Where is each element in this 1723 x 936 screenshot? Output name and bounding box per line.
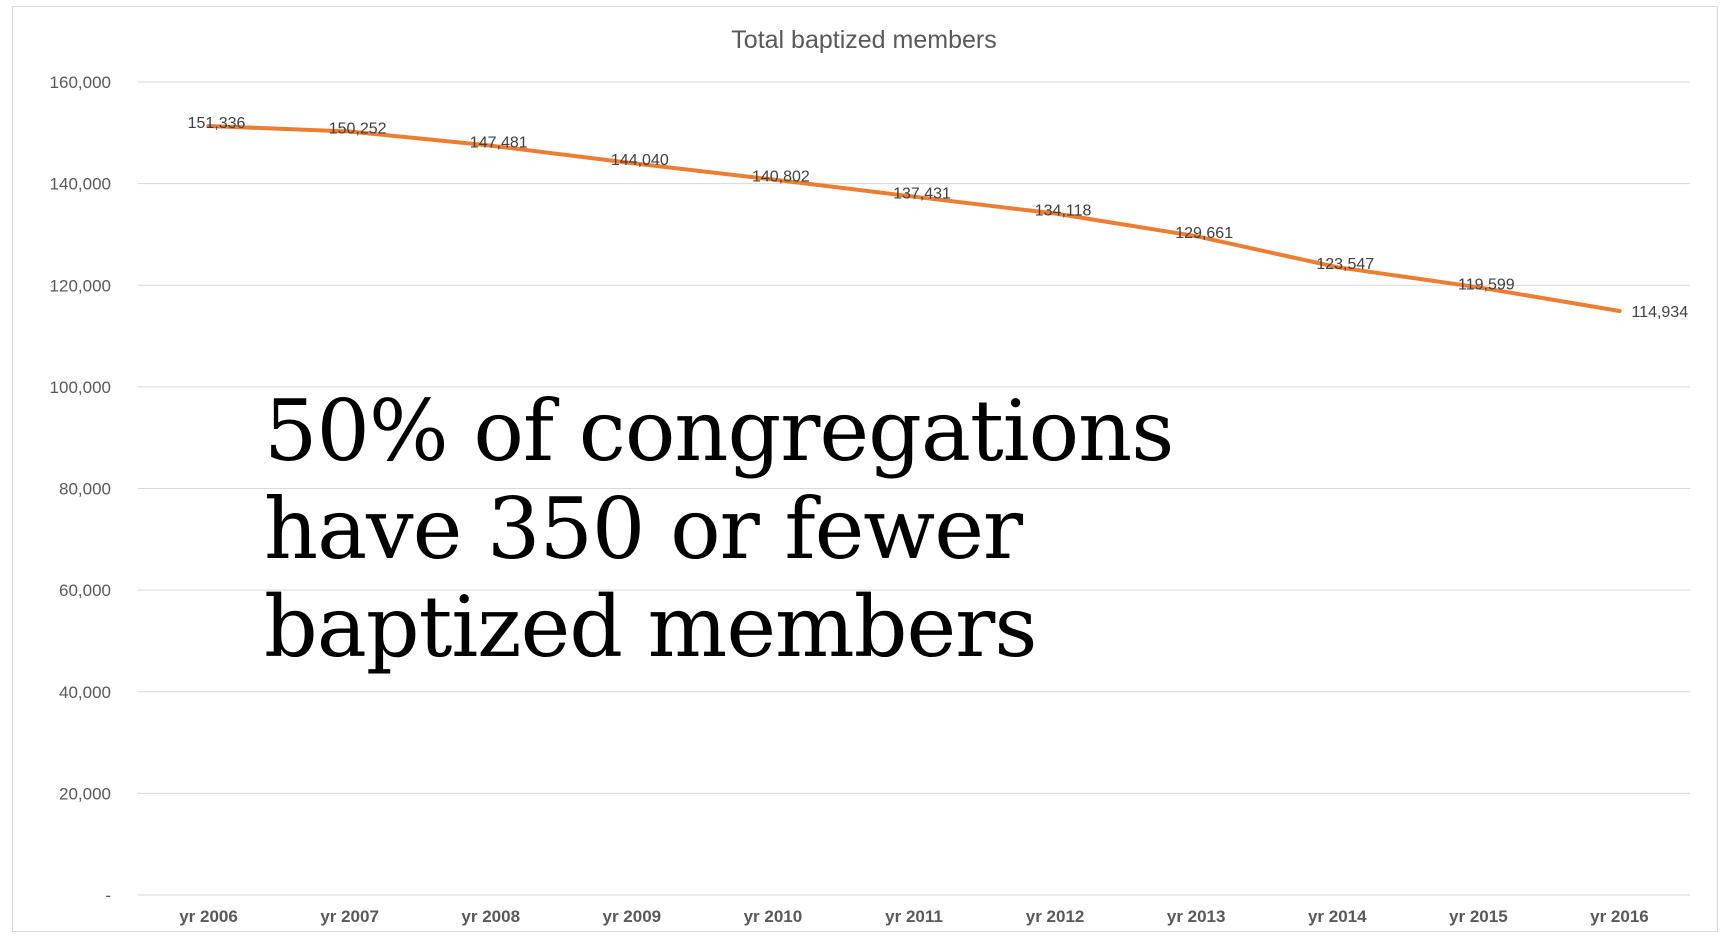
y-tick-label: - bbox=[105, 886, 111, 905]
x-axis-tick-labels: yr 2006 yr 2007 yr 2008 yr 2009 yr 2010 yr 20… bbox=[179, 907, 1649, 926]
x-tick-label: yr 2015 bbox=[1449, 907, 1508, 926]
data-point bbox=[629, 161, 634, 166]
y-tick-label: 40,000 bbox=[59, 683, 111, 702]
x-tick-label: yr 2012 bbox=[1026, 907, 1085, 926]
data-label: 150,252 bbox=[329, 121, 387, 138]
data-label: 123,547 bbox=[1316, 256, 1374, 273]
x-tick-label: yr 2007 bbox=[320, 907, 379, 926]
data-point bbox=[1335, 265, 1340, 270]
data-point bbox=[1617, 308, 1622, 313]
y-tick-label: 120,000 bbox=[50, 276, 111, 295]
chart-frame bbox=[12, 6, 1718, 932]
x-tick-label: yr 2009 bbox=[603, 907, 662, 926]
x-tick-label: yr 2014 bbox=[1308, 907, 1367, 926]
data-point bbox=[488, 143, 493, 148]
data-point bbox=[347, 129, 352, 134]
x-tick-label: yr 2013 bbox=[1167, 907, 1226, 926]
y-tick-label: 160,000 bbox=[50, 73, 111, 92]
y-tick-label: 140,000 bbox=[50, 175, 111, 194]
overlay-annotation: 50% of congregations have 350 or fewer b… bbox=[264, 382, 1174, 676]
x-tick-label: yr 2011 bbox=[885, 907, 943, 926]
x-tick-label: yr 2006 bbox=[179, 907, 238, 926]
data-label: 119,599 bbox=[1458, 276, 1515, 293]
overlay-line-2: have 350 or fewer bbox=[264, 480, 1023, 578]
y-tick-label: 80,000 bbox=[59, 480, 111, 499]
y-tick-label: 20,000 bbox=[59, 784, 111, 803]
data-point bbox=[1476, 285, 1481, 290]
data-label: 151,336 bbox=[188, 115, 246, 132]
gridlines bbox=[138, 81, 1690, 896]
y-tick-label: 60,000 bbox=[59, 581, 111, 600]
data-labels: 151,336 150,252 147,481 144,040 140,802 137,4… bbox=[188, 115, 1689, 321]
data-point bbox=[206, 124, 211, 129]
data-point bbox=[1194, 234, 1199, 239]
data-label: 137,431 bbox=[893, 186, 951, 203]
data-label: 140,802 bbox=[752, 169, 810, 186]
data-label: 144,040 bbox=[611, 152, 669, 169]
y-axis-tick-labels: - 20,000 40,000 60,000 80,000 100,000 120,000 1… bbox=[50, 73, 111, 905]
overlay-line-3: baptized members bbox=[264, 578, 1037, 676]
data-label: 134,118 bbox=[1035, 203, 1092, 220]
series-line-baptized-members bbox=[206, 124, 1622, 313]
data-point bbox=[912, 194, 916, 199]
x-tick-label: yr 2010 bbox=[744, 907, 803, 926]
x-tick-label: yr 2016 bbox=[1590, 907, 1649, 926]
data-label: 129,661 bbox=[1175, 225, 1233, 242]
data-label: 147,481 bbox=[470, 135, 528, 152]
data-label: 114,934 bbox=[1631, 304, 1688, 321]
y-tick-label: 100,000 bbox=[50, 378, 111, 397]
data-point bbox=[770, 177, 775, 182]
series-points bbox=[206, 124, 1622, 313]
overlay-line-1: 50% of congregations bbox=[264, 382, 1174, 480]
data-point bbox=[1053, 211, 1058, 216]
chart-title: Total baptized members bbox=[731, 26, 996, 54]
x-tick-label: yr 2008 bbox=[461, 907, 520, 926]
